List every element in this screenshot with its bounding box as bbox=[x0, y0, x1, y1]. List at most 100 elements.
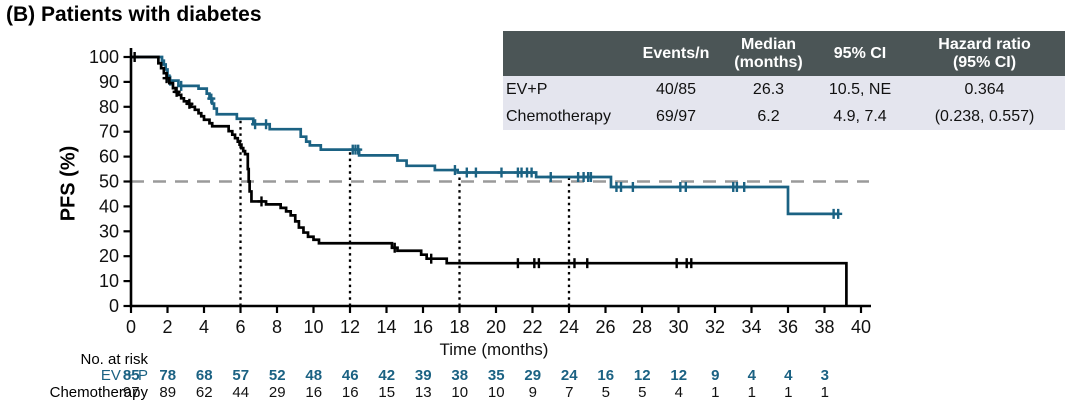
summary-table-header: Events/n Median (months) 95% CI Hazard r… bbox=[503, 31, 1065, 76]
svg-text:60: 60 bbox=[99, 147, 119, 167]
table-cell-hr: 0.364 bbox=[964, 80, 1005, 98]
at-risk-value: 68 bbox=[195, 367, 213, 384]
svg-text:20: 20 bbox=[486, 317, 506, 337]
table-row: EV+P 40/85 26.3 10.5, NE 0.364 bbox=[503, 76, 1065, 103]
at-risk-value: 29 bbox=[268, 384, 286, 401]
at-risk-value: 7 bbox=[565, 384, 574, 401]
table-cell-group: EV+P bbox=[506, 80, 548, 98]
at-risk-value: 4 bbox=[747, 367, 756, 384]
at-risk-value: 46 bbox=[341, 367, 359, 384]
table-cell-group: Chemotherapy bbox=[506, 107, 611, 125]
svg-text:26: 26 bbox=[595, 317, 615, 337]
table-header-cell: Events/n bbox=[642, 44, 710, 62]
svg-text:18: 18 bbox=[449, 317, 469, 337]
svg-text:36: 36 bbox=[778, 317, 798, 337]
at-risk-value: 12 bbox=[633, 367, 651, 384]
svg-text:0: 0 bbox=[126, 317, 136, 337]
at-risk-title: No. at risk bbox=[80, 351, 148, 368]
table-cell-ci: 4.9, 7.4 bbox=[833, 107, 887, 125]
svg-text:24: 24 bbox=[559, 317, 579, 337]
svg-text:38: 38 bbox=[814, 317, 834, 337]
at-risk-value: 4 bbox=[784, 367, 793, 384]
at-risk-group-label-evp: EV + P bbox=[100, 367, 148, 384]
at-risk-value: 4 bbox=[674, 384, 683, 401]
svg-text:100: 100 bbox=[89, 47, 119, 67]
svg-text:2: 2 bbox=[162, 317, 172, 337]
svg-text:8: 8 bbox=[272, 317, 282, 337]
at-risk-value: 57 bbox=[232, 367, 250, 384]
at-risk-value: 1 bbox=[784, 384, 793, 401]
svg-text:20: 20 bbox=[99, 246, 119, 266]
at-risk-row-chemo: 97 89 62 44 29 16 16 15 13 10 10 9 7 5 5 4 1 1 1 1 bbox=[113, 384, 843, 401]
at-risk-value: 39 bbox=[414, 367, 432, 384]
page-title: (B) Patients with diabetes bbox=[6, 3, 262, 26]
at-risk-value: 38 bbox=[451, 367, 469, 384]
table-header-cell: Hazard ratio (95% CI) bbox=[938, 35, 1031, 71]
at-risk-value: 9 bbox=[528, 384, 537, 401]
table-cell-median: 6.2 bbox=[757, 107, 780, 125]
table-cell-events: 69/97 bbox=[655, 107, 697, 125]
svg-text:10: 10 bbox=[303, 317, 323, 337]
at-risk-value: 48 bbox=[305, 367, 323, 384]
table-header-cell: Median (months) bbox=[734, 35, 803, 71]
svg-text:90: 90 bbox=[99, 72, 119, 92]
at-risk-value: 16 bbox=[341, 384, 359, 401]
table-cell-events: 40/85 bbox=[655, 80, 697, 98]
at-risk-value: 42 bbox=[378, 367, 396, 384]
table-cell-median: 26.3 bbox=[752, 80, 785, 98]
at-risk-value: 3 bbox=[820, 367, 829, 384]
svg-text:70: 70 bbox=[99, 122, 119, 142]
svg-text:14: 14 bbox=[376, 317, 396, 337]
at-risk-value: 12 bbox=[670, 367, 688, 384]
table-row: Chemotherapy 69/97 6.2 4.9, 7.4 (0.238, … bbox=[503, 103, 1065, 130]
at-risk-value: 52 bbox=[268, 367, 286, 384]
svg-text:50: 50 bbox=[99, 172, 119, 192]
at-risk-value: 97 bbox=[122, 384, 140, 401]
at-risk-value: 16 bbox=[305, 384, 323, 401]
table-header-cell bbox=[503, 31, 631, 76]
summary-table: Events/n Median (months) 95% CI Hazard r… bbox=[503, 31, 1065, 130]
at-risk-value: 1 bbox=[747, 384, 756, 401]
table-cell-ci: 10.5, NE bbox=[828, 80, 892, 98]
at-risk-value: 9 bbox=[711, 367, 720, 384]
y-axis-label: PFS (%) bbox=[57, 145, 80, 222]
at-risk-value: 1 bbox=[711, 384, 720, 401]
svg-text:10: 10 bbox=[99, 271, 119, 291]
at-risk-value: 24 bbox=[560, 367, 578, 384]
at-risk-value: 78 bbox=[159, 367, 177, 384]
at-risk-value: 44 bbox=[232, 384, 250, 401]
at-risk-value: 89 bbox=[159, 384, 177, 401]
at-risk-value: 5 bbox=[638, 384, 647, 401]
x-axis-label: Time (months) bbox=[439, 340, 549, 359]
svg-text:32: 32 bbox=[705, 317, 725, 337]
svg-text:16: 16 bbox=[413, 317, 433, 337]
at-risk-value: 5 bbox=[601, 384, 610, 401]
at-risk-value: 35 bbox=[487, 367, 505, 384]
svg-text:34: 34 bbox=[741, 317, 761, 337]
svg-text:22: 22 bbox=[522, 317, 542, 337]
svg-text:6: 6 bbox=[235, 317, 245, 337]
at-risk-value: 13 bbox=[414, 384, 432, 401]
table-header-cell: 95% CI bbox=[833, 44, 887, 62]
svg-text:30: 30 bbox=[99, 221, 119, 241]
at-risk-value: 15 bbox=[378, 384, 396, 401]
svg-text:40: 40 bbox=[99, 196, 119, 216]
table-cell-hr: (0.238, 0.557) bbox=[934, 107, 1035, 125]
at-risk-group-label-chemo: Chemotherapy bbox=[49, 384, 148, 401]
at-risk-value: 62 bbox=[195, 384, 213, 401]
svg-text:28: 28 bbox=[632, 317, 652, 337]
svg-text:40: 40 bbox=[851, 317, 871, 337]
at-risk-value: 10 bbox=[451, 384, 469, 401]
svg-text:0: 0 bbox=[109, 296, 119, 316]
at-risk-row-evp: 85 78 68 57 52 48 46 42 39 38 35 29 24 16 12 12 9 4 4 3 bbox=[113, 367, 843, 384]
at-risk-value: 10 bbox=[487, 384, 505, 401]
svg-text:4: 4 bbox=[199, 317, 209, 337]
svg-text:80: 80 bbox=[99, 97, 119, 117]
svg-text:30: 30 bbox=[668, 317, 688, 337]
at-risk-value: 29 bbox=[524, 367, 542, 384]
svg-text:12: 12 bbox=[340, 317, 360, 337]
at-risk-value: 16 bbox=[597, 367, 615, 384]
at-risk-value: 85 bbox=[122, 367, 140, 384]
